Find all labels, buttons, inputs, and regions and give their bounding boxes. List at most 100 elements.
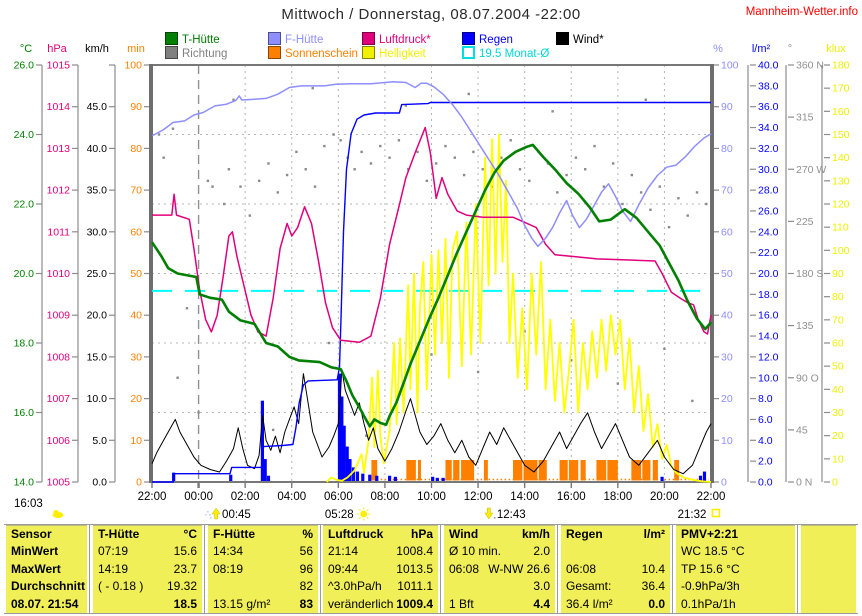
table-column-header: Luftdruck hPa xyxy=(328,527,433,541)
axis-label: 1015 xyxy=(47,60,71,72)
axis-label: 1007 xyxy=(47,393,71,405)
table-column-luftdruck: Luftdruck hPa 21:14 1008.4 09:44 1013.5 ^3.0hP… xyxy=(323,525,438,613)
axis-label: 10 xyxy=(130,435,142,447)
axis-label: 16.0 xyxy=(758,310,779,322)
axis-label: °C xyxy=(20,43,32,55)
sunshine-block xyxy=(371,460,378,481)
wind-direction-dot xyxy=(388,156,391,159)
rain-bar xyxy=(702,471,707,481)
table-column-divider xyxy=(672,524,673,614)
sunshine-block xyxy=(580,460,586,481)
axis-label: 10:00 xyxy=(417,491,446,503)
wind-direction-dot xyxy=(551,110,554,113)
table-cell: 09:44 1013.5 xyxy=(328,561,433,576)
wind-direction-dot xyxy=(518,168,522,171)
table-column-regen: Regen l/m² 06:08 10.4 Gesamt: 36.4 36.4 l/m² 0.… xyxy=(561,525,670,613)
wind-direction-dot xyxy=(285,173,289,177)
rain-bar xyxy=(340,396,344,481)
brightness-line xyxy=(326,133,712,483)
sunshine-block xyxy=(568,460,579,481)
axis-label: 35.0 xyxy=(87,185,108,197)
wind-direction-dot xyxy=(162,156,165,159)
axis-label: 1012 xyxy=(47,185,71,197)
rain-bar xyxy=(337,373,342,481)
wind-direction-dot xyxy=(311,86,314,90)
axis-label: 1005 xyxy=(47,477,71,489)
legend-item-luftdruck-: Luftdruck* xyxy=(362,32,431,46)
table-cell: TP 15.6 °C xyxy=(681,561,740,576)
axis-label: 1010 xyxy=(47,268,71,280)
wind-direction-dot xyxy=(257,179,261,183)
axis-label: 45 xyxy=(796,424,808,436)
axis-label: 90 O xyxy=(796,372,819,384)
table-cell: veränderlich 1009.4 xyxy=(328,596,433,611)
axis-label: 16.0 xyxy=(14,407,35,419)
rain-bar xyxy=(375,475,379,481)
axis-label: 00:00 xyxy=(184,491,213,503)
legend-item-19-5-monat-: 19.5 Monat-Ø xyxy=(462,46,549,60)
wind-direction-dot xyxy=(425,179,429,183)
rain-bar xyxy=(263,459,267,481)
table-column-divider xyxy=(557,524,558,614)
rain-bar xyxy=(431,476,435,481)
axis-label: 30 xyxy=(130,351,142,363)
axis-label: 1009 xyxy=(47,310,71,322)
axis-label: 100 xyxy=(832,245,850,257)
rain-bar xyxy=(266,475,271,481)
table-column-header: Wind km/h xyxy=(449,527,550,541)
table-column-divider xyxy=(89,524,90,614)
wind-direction-dot xyxy=(248,214,252,217)
axis-label: 14.0 xyxy=(758,331,779,343)
wind-direction-dot xyxy=(223,202,226,206)
axis-label: 45.0 xyxy=(87,101,108,113)
axis-label: 26.0 xyxy=(14,60,35,72)
wind-direction-dot xyxy=(584,168,587,171)
table-row-label: 08.07. 21:54 xyxy=(11,596,79,611)
axis-label: 30 xyxy=(721,351,733,363)
axis-label: 0.0 xyxy=(758,477,773,489)
axis-label: 70 xyxy=(130,185,142,197)
legend-swatch-icon xyxy=(165,46,178,59)
axis-label: 4.0 xyxy=(758,435,773,447)
sunshine-block xyxy=(652,460,658,481)
sunshine-block xyxy=(523,460,538,481)
axis-label: 26.0 xyxy=(758,205,779,217)
table-column-t-h-tte: T-Hütte °C 07:19 15.6 14:19 23.7 ( - 0.18 ) 19.… xyxy=(93,525,202,613)
rain-bar xyxy=(660,476,664,481)
wind-direction-dot xyxy=(453,156,456,159)
wind-direction-dot xyxy=(197,411,200,414)
site-link[interactable]: Mannheim-Wetter.info xyxy=(745,6,858,18)
axis-label: 60 xyxy=(721,226,733,238)
axis-label: 50 xyxy=(130,268,142,280)
table-cell: 82 xyxy=(299,579,313,594)
axis-label: 90 xyxy=(130,101,142,113)
rain-total-line xyxy=(152,101,711,483)
table-cell: 1 Bft 4.4 xyxy=(449,596,550,611)
sunshine-block xyxy=(559,460,568,481)
legend-label: T-Hütte xyxy=(182,34,220,46)
wind-direction-dot xyxy=(481,168,484,171)
axis-label: 5.0 xyxy=(92,435,107,447)
axis-label: 22.0 xyxy=(758,247,779,259)
wind-direction-dot xyxy=(434,162,438,165)
axis-label: 22:00 xyxy=(697,491,726,503)
axis-label: 20.0 xyxy=(758,268,779,280)
wind-direction-dot xyxy=(695,191,699,194)
wind-direction-dot xyxy=(667,225,671,229)
wind-direction-dot xyxy=(332,133,335,136)
axis-label: 05:28 xyxy=(325,509,354,521)
table-cell: Ø 10 min. 2.0 xyxy=(449,544,550,559)
axis-label: 30 xyxy=(832,407,844,419)
table-cell: -0.9hPa/3h xyxy=(681,579,740,594)
table-column-header: Regen l/m² xyxy=(566,527,665,541)
axis-label: 120 xyxy=(832,199,850,211)
axis-label: 0 xyxy=(136,477,142,489)
sunshine-block xyxy=(538,460,547,481)
table-cell: 06:08 10.4 xyxy=(566,561,665,576)
ephemeris-marker xyxy=(711,508,721,518)
wind-direction-dot xyxy=(705,202,708,206)
wind-direction-dot xyxy=(176,376,179,379)
axis-label: 18:00 xyxy=(603,491,632,503)
axis-label: 315 xyxy=(796,112,814,124)
axis-label: % xyxy=(713,43,723,55)
